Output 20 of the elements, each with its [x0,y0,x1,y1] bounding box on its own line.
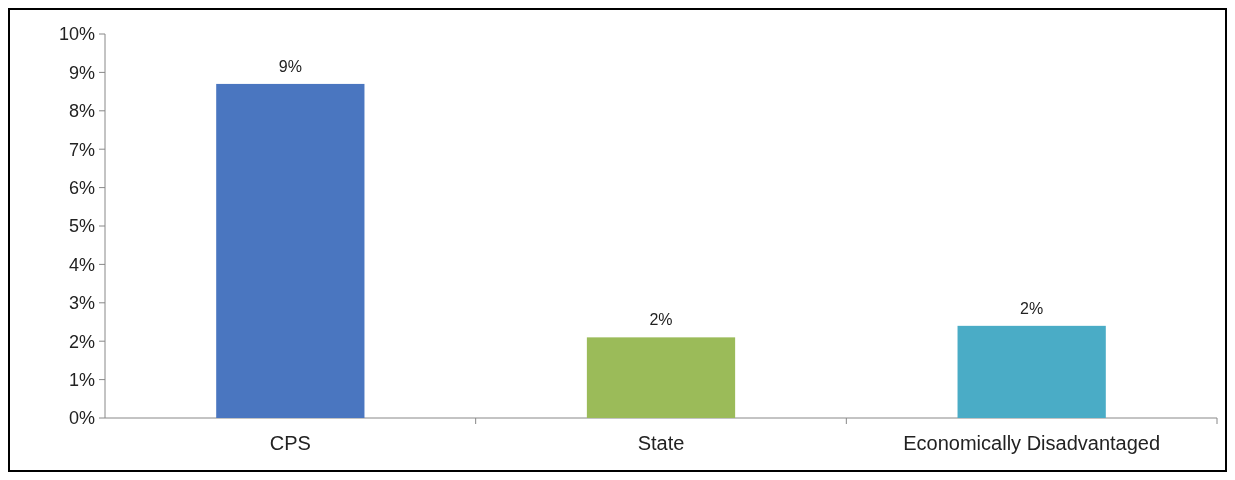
data-label: 9% [278,57,302,75]
y-tick-label: 7% [68,139,95,160]
y-tick-label: 6% [68,177,95,198]
data-label: 2% [1020,299,1044,317]
bar [957,325,1106,418]
y-tick-label: 10% [58,24,95,45]
y-tick-label: 3% [68,293,95,314]
y-tick-label: 5% [68,216,95,237]
x-tick-label: Economically Disadvantaged [903,432,1161,454]
data-label: 2% [649,311,673,329]
bar [586,337,736,418]
y-tick-label: 8% [68,101,95,122]
y-tick-label: 4% [68,254,95,275]
bar [216,83,365,418]
x-tick-label: State [637,432,685,454]
y-tick-label: 2% [68,331,95,352]
y-tick-label: 9% [68,62,95,83]
y-tick-label: 0% [68,408,95,429]
x-tick-label: CPS [269,432,311,454]
y-tick-label: 1% [68,369,95,390]
